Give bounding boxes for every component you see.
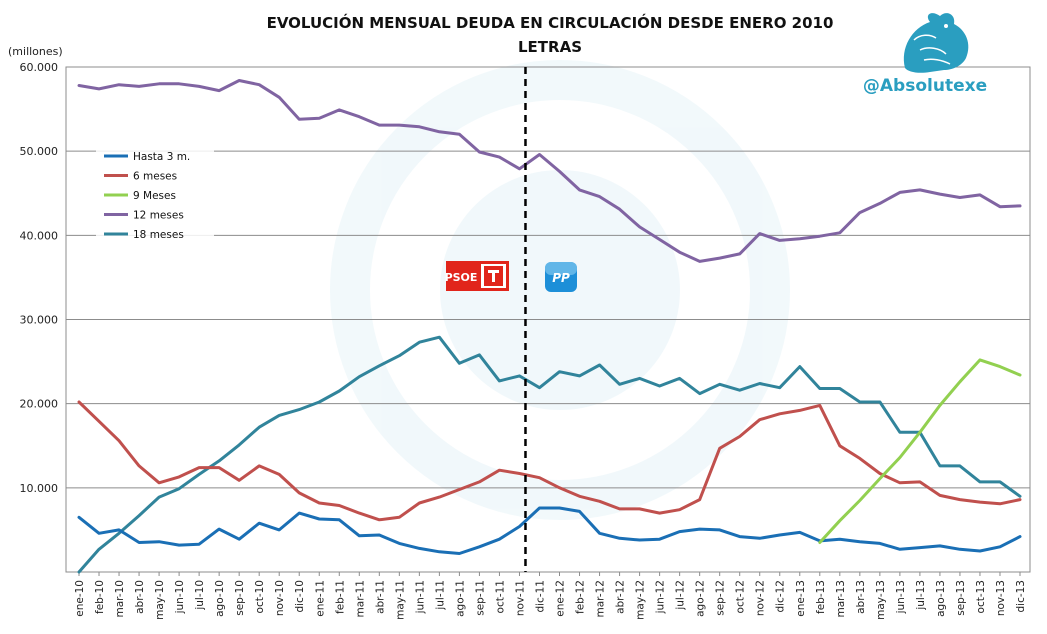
series-line-18-meses: [77, 335, 1022, 574]
x-tick-label: ago-12: [695, 580, 707, 617]
legend: Hasta 3 m. 6 meses 9 Meses 12 meses 18 meses: [96, 147, 214, 241]
legend-label: Hasta 3 m.: [133, 151, 190, 163]
x-tick-label: oct-10: [254, 580, 266, 613]
series-lines: [77, 79, 1022, 574]
y-tick-label: 40.000: [20, 229, 59, 242]
chart-title: EVOLUCIÓN MENSUAL DEUDA EN CIRCULACIÓN D…: [267, 13, 834, 32]
pp-logo: PP: [545, 262, 577, 292]
gridlines: [66, 66, 1030, 489]
y-unit-label: (millones): [8, 45, 63, 58]
watermark-handle: @Absolutexe: [863, 76, 987, 96]
pp-logo-text: PP: [552, 271, 570, 285]
y-tick-label: 60.000: [20, 61, 59, 74]
x-tick-label: abr-11: [374, 580, 386, 614]
x-tick-label: jul-11: [434, 580, 446, 611]
x-tick-label: nov-10: [274, 580, 286, 616]
series-line-6-meses: [77, 400, 1022, 522]
legend-label: 12 meses: [133, 210, 184, 222]
x-tick-label: oct-12: [735, 580, 747, 613]
x-tick-label: may-10: [154, 580, 166, 620]
x-tick-label: mar-13: [835, 580, 847, 617]
x-tick-label: oct-13: [975, 580, 987, 613]
psoe-logo: PSOE: [445, 261, 509, 291]
legend-label: 18 meses: [133, 229, 184, 241]
x-tick-label: jul-12: [675, 580, 687, 611]
series-line-hasta-3-m: [77, 506, 1022, 555]
y-tick-label: 30.000: [20, 314, 59, 327]
x-tick-label: nov-12: [755, 580, 767, 616]
x-tick-label: dic-13: [1015, 580, 1027, 613]
x-tick-label: ene-13: [795, 580, 807, 617]
x-axis: ene-10 feb-10 mar-10 abr-10 may-10 jun-10 jul-…: [74, 572, 1027, 620]
x-tick-label: jun-10: [174, 580, 186, 614]
x-tick-label: may-13: [875, 580, 887, 620]
x-tick-label: feb-10: [94, 580, 106, 614]
x-tick-label: ene-11: [314, 580, 326, 617]
x-tick-label: jul-13: [915, 580, 927, 611]
x-tick-label: dic-12: [775, 580, 787, 613]
x-tick-label: mar-10: [114, 580, 126, 617]
x-tick-label: oct-11: [494, 580, 506, 613]
legend-label: 6 meses: [133, 171, 177, 183]
x-tick-label: nov-13: [995, 580, 1007, 616]
x-tick-label: may-12: [635, 580, 647, 620]
x-tick-label: dic-10: [294, 580, 306, 613]
x-tick-label: sep-11: [474, 580, 486, 616]
x-tick-label: jul-10: [194, 580, 206, 611]
x-tick-label: ago-13: [935, 580, 947, 617]
x-tick-label: feb-13: [815, 580, 827, 614]
x-tick-label: abr-13: [855, 580, 867, 614]
x-tick-label: mar-11: [354, 580, 366, 617]
y-tick-label: 10.000: [20, 482, 59, 495]
x-tick-label: jun-13: [895, 580, 907, 614]
x-tick-label: feb-11: [334, 580, 346, 614]
x-tick-label: feb-12: [575, 580, 587, 614]
series-line-9-meses: [818, 358, 1022, 544]
y-tick-label: 20.000: [20, 398, 59, 411]
x-tick-label: ago-11: [454, 580, 466, 617]
series-line-12-meses: [77, 79, 1022, 263]
x-tick-label: sep-10: [234, 580, 246, 616]
legend-label: 9 Meses: [133, 190, 176, 202]
x-tick-label: jun-12: [655, 580, 667, 614]
x-tick-label: abr-12: [615, 580, 627, 614]
x-tick-label: sep-13: [955, 580, 967, 616]
x-tick-label: jun-11: [414, 580, 426, 614]
y-tick-label: 50.000: [20, 145, 59, 158]
x-tick-label: nov-11: [514, 580, 526, 616]
y-axis: 60.000 50.000 40.000 30.000 20.000 10.000: [20, 61, 59, 495]
x-tick-label: abr-10: [134, 580, 146, 614]
x-tick-label: dic-11: [534, 580, 546, 613]
x-tick-label: ene-10: [74, 580, 86, 617]
x-tick-label: mar-12: [595, 580, 607, 617]
psoe-logo-text: PSOE: [445, 271, 478, 284]
chart-subtitle: LETRAS: [518, 38, 582, 56]
griffin-icon: [903, 13, 969, 73]
x-tick-label: ene-12: [555, 580, 567, 617]
x-tick-label: may-11: [394, 580, 406, 620]
x-tick-label: ago-10: [214, 580, 226, 617]
x-tick-label: sep-12: [715, 580, 727, 616]
